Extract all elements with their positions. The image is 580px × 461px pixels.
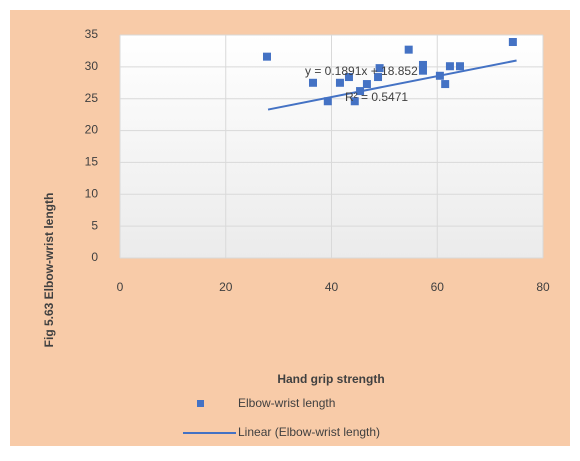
data-point xyxy=(455,62,464,71)
legend-marker xyxy=(197,400,204,407)
y-tick-label: 30 xyxy=(85,59,99,73)
data-point xyxy=(335,78,344,87)
data-point xyxy=(418,66,427,75)
x-tick-label: 20 xyxy=(219,280,233,294)
x-tick-label: 40 xyxy=(325,280,339,294)
y-tick-label: 35 xyxy=(85,27,99,41)
y-tick-label: 10 xyxy=(85,186,99,200)
x-tick-label: 80 xyxy=(536,280,550,294)
data-point xyxy=(374,73,383,82)
x-tick-label: 60 xyxy=(431,280,445,294)
data-point xyxy=(404,45,413,54)
y-tick-label: 20 xyxy=(85,123,99,137)
trendline-r2: R² = 0.5471 xyxy=(345,90,408,104)
legend-label: Elbow-wrist length xyxy=(238,396,335,410)
trendline-equation: y = 0.1891x + 18.852 xyxy=(305,64,418,78)
data-point xyxy=(445,62,454,71)
x-tick-label: 0 xyxy=(117,280,124,294)
data-point xyxy=(262,52,271,61)
data-point xyxy=(441,80,450,89)
data-point xyxy=(508,38,517,47)
y-axis-label: Fig 5.63 Elbow-wrist length xyxy=(42,193,56,348)
data-point xyxy=(362,80,371,89)
data-point xyxy=(308,78,317,87)
trendline xyxy=(267,59,517,111)
data-point xyxy=(323,97,332,106)
data-point xyxy=(350,97,359,106)
legend-label: Linear (Elbow-wrist length) xyxy=(238,425,380,439)
data-point xyxy=(375,64,384,73)
y-tick-label: 0 xyxy=(91,250,98,264)
y-tick-label: 15 xyxy=(85,155,99,169)
y-tick-label: 25 xyxy=(85,91,99,105)
data-point xyxy=(418,60,427,69)
x-axis-label: Hand grip strength xyxy=(277,372,384,386)
data-point xyxy=(344,73,353,82)
y-tick-label: 5 xyxy=(91,218,98,232)
